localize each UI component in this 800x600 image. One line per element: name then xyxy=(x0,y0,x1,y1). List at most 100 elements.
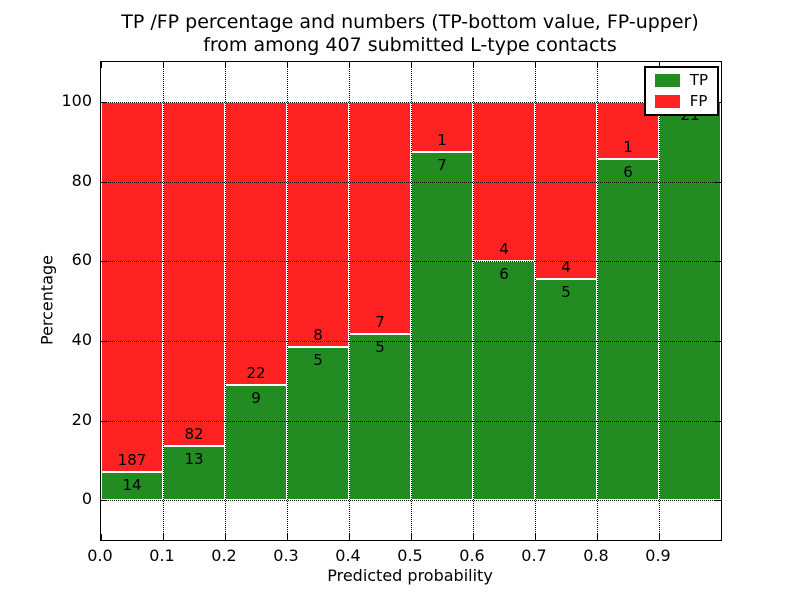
x-tick-mark xyxy=(349,534,350,540)
legend-label: TP xyxy=(689,71,708,89)
x-axis-label: Predicted probability xyxy=(327,566,493,585)
x-tick-mark xyxy=(659,534,660,540)
fp-count-label: 1 xyxy=(623,137,633,156)
x-tick-mark xyxy=(597,62,598,68)
x-tick-mark xyxy=(287,534,288,540)
x-tick-mark xyxy=(287,62,288,68)
legend: TP FP xyxy=(643,66,719,116)
fp-count-label: 4 xyxy=(561,257,571,276)
y-tick-mark xyxy=(715,261,721,263)
tp-bar-segment xyxy=(473,261,535,501)
x-tick-label: 0.4 xyxy=(335,546,361,565)
fp-bar-segment xyxy=(101,101,163,473)
y-tick-mark xyxy=(101,340,107,342)
y-tick-mark xyxy=(101,500,107,502)
y-tick-label: 100 xyxy=(61,90,92,110)
legend-entry-fp: FP xyxy=(654,92,708,110)
y-tick-mark xyxy=(715,340,721,342)
chart-title: TP /FP percentage and numbers (TP-bottom… xyxy=(10,11,800,57)
x-tick-label: 0.1 xyxy=(149,546,175,565)
fp-count-label: 8 xyxy=(313,325,323,344)
x-tick-mark xyxy=(349,62,350,68)
chart-title-line2: from among 407 submitted L-type contacts xyxy=(203,34,617,56)
x-tick-label: 0.2 xyxy=(211,546,237,565)
v-gridline xyxy=(163,62,164,540)
y-tick-mark xyxy=(715,420,721,422)
x-tick-mark xyxy=(659,62,660,68)
fp-bar-segment xyxy=(535,101,597,279)
tp-count-label: 14 xyxy=(122,476,142,495)
tp-count-label: 5 xyxy=(375,338,385,357)
legend-swatch-fp xyxy=(654,95,680,108)
x-tick-label: 0.3 xyxy=(273,546,299,565)
x-tick-label: 0.9 xyxy=(645,546,671,565)
x-tick-mark xyxy=(597,534,598,540)
tp-bar-segment xyxy=(411,151,473,501)
x-tick-mark xyxy=(535,534,536,540)
x-tick-label: 0.6 xyxy=(459,546,485,565)
tp-bar-segment xyxy=(659,101,721,501)
tp-bar-segment xyxy=(597,158,659,501)
x-tick-mark xyxy=(101,534,102,540)
fp-count-label: 7 xyxy=(375,313,385,332)
x-tick-mark xyxy=(473,62,474,68)
tp-count-label: 6 xyxy=(499,265,509,284)
x-tick-mark xyxy=(163,62,164,68)
y-tick-label: 60 xyxy=(71,250,92,270)
y-tick-label: 20 xyxy=(71,409,92,429)
v-gridline xyxy=(659,62,660,540)
v-gridline xyxy=(411,62,412,540)
fp-count-label: 4 xyxy=(499,240,509,259)
fp-bar-segment xyxy=(287,101,349,347)
tp-bar-segment xyxy=(535,278,597,501)
tp-count-label: 13 xyxy=(184,449,204,468)
y-tick-mark xyxy=(101,181,107,183)
tp-bar-segment xyxy=(101,472,163,501)
x-tick-mark xyxy=(225,534,226,540)
tp-count-label: 5 xyxy=(561,282,571,301)
y-tick-mark xyxy=(715,500,721,502)
legend-swatch-tp xyxy=(654,74,680,87)
tp-bar-segment xyxy=(349,334,411,501)
fp-bar-segment xyxy=(349,101,411,335)
fp-bar-segment xyxy=(225,101,287,385)
x-tick-label: 0.8 xyxy=(583,546,609,565)
legend-label: FP xyxy=(689,92,708,110)
chart-title-line1: TP /FP percentage and numbers (TP-bottom… xyxy=(121,11,699,33)
v-gridline xyxy=(535,62,536,540)
x-tick-label: 0.7 xyxy=(521,546,547,565)
y-tick-mark xyxy=(101,261,107,263)
tp-count-label: 7 xyxy=(437,155,447,174)
y-tick-label: 80 xyxy=(71,170,92,190)
y-tick-mark xyxy=(101,101,107,103)
x-tick-mark xyxy=(473,534,474,540)
x-tick-mark xyxy=(535,62,536,68)
x-tick-label: 0.0 xyxy=(87,546,113,565)
fp-bar-segment xyxy=(163,101,225,446)
v-gridline xyxy=(597,62,598,540)
tp-count-label: 9 xyxy=(251,388,261,407)
x-tick-mark xyxy=(411,534,412,540)
tp-count-label: 5 xyxy=(313,350,323,369)
tp-count-label: 6 xyxy=(623,162,633,181)
tp-bar-segment xyxy=(287,346,349,501)
tp-bar-segment xyxy=(163,445,225,501)
fp-count-label: 22 xyxy=(246,363,266,382)
y-tick-mark xyxy=(715,181,721,183)
fp-count-label: 1 xyxy=(437,130,447,149)
x-tick-mark xyxy=(163,534,164,540)
legend-entry-tp: TP xyxy=(654,71,708,89)
v-gridline xyxy=(287,62,288,540)
y-tick-label: 40 xyxy=(71,329,92,349)
fp-bar-segment xyxy=(411,101,473,152)
x-tick-mark xyxy=(225,62,226,68)
v-gridline xyxy=(473,62,474,540)
fp-count-label: 82 xyxy=(184,424,204,443)
fp-count-label: 187 xyxy=(117,451,147,470)
x-tick-label: 0.5 xyxy=(397,546,423,565)
v-gridline xyxy=(225,62,226,540)
x-tick-mark xyxy=(101,62,102,68)
y-tick-label: 0 xyxy=(81,489,92,509)
